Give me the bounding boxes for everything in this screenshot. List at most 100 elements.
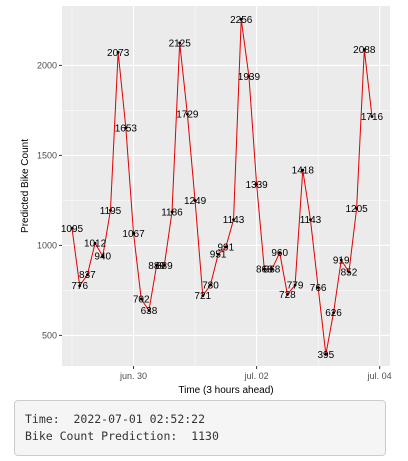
- data-point: [285, 292, 289, 296]
- data-label: 951: [210, 250, 227, 261]
- data-label: 1418: [292, 166, 315, 177]
- data-label: 780: [202, 281, 219, 292]
- data-point: [132, 231, 135, 235]
- data-point: [324, 352, 328, 356]
- y-tick-label: 2000: [37, 60, 57, 70]
- data-point: [209, 283, 212, 287]
- data-label: 1339: [245, 180, 268, 191]
- data-point: [124, 126, 128, 130]
- data-point: [147, 309, 151, 312]
- data-point: [85, 273, 89, 277]
- x-tick-label: jul. 04: [367, 371, 392, 381]
- minor-gridlines: [62, 6, 390, 366]
- data-label: 919: [333, 255, 350, 266]
- data-point: [232, 218, 235, 222]
- data-label: 837: [79, 270, 96, 281]
- data-label: 2073: [107, 48, 130, 59]
- data-label: 1195: [100, 206, 122, 217]
- data-point: [101, 254, 105, 258]
- data-point: [370, 115, 374, 118]
- data-point: [116, 50, 120, 54]
- data-label: 395: [318, 350, 335, 361]
- data-point: [332, 311, 335, 315]
- data-label: 1186: [161, 207, 183, 218]
- data-point: [78, 284, 82, 288]
- data-point: [109, 208, 112, 212]
- data-point: [355, 207, 359, 210]
- data-point: [301, 168, 305, 172]
- data-point: [247, 74, 251, 78]
- data-point: [293, 283, 297, 287]
- time-label: Time:: [25, 412, 60, 426]
- data-label: 1249: [184, 196, 207, 207]
- data-label: 1939: [238, 72, 261, 83]
- y-tick-label: 500: [42, 330, 57, 340]
- data-label: 960: [271, 248, 288, 259]
- data-label: 2256: [230, 15, 253, 26]
- data-point: [178, 41, 182, 45]
- data-label: 868: [264, 265, 281, 276]
- data-label: 779: [287, 281, 304, 292]
- data-label: 1143: [300, 215, 322, 226]
- data-points: [70, 17, 374, 356]
- data-point: [278, 251, 282, 255]
- chart: 500 1000 1500 2000 jun. 30 jul. 02 jul. 04 10…: [20, 6, 392, 396]
- data-point: [139, 297, 143, 301]
- data-label: 776: [71, 281, 88, 292]
- x-tick-labels: jun. 30 jul. 02 jul. 04: [119, 371, 392, 381]
- x-tick-label: jul. 02: [244, 371, 269, 381]
- data-label: 1729: [176, 110, 199, 121]
- data-point: [216, 252, 220, 256]
- data-point: [162, 263, 166, 267]
- data-label: 728: [279, 290, 296, 301]
- data-label: 889: [156, 261, 173, 272]
- data-point: [185, 112, 189, 116]
- data-label: 852: [341, 268, 358, 279]
- prediction-line: [71, 19, 373, 355]
- plot-panel: [62, 6, 390, 366]
- data-label: 1143: [223, 215, 245, 226]
- data-point: [224, 245, 228, 249]
- prediction-output-box: Time: 2022-07-01 02:52:22 Bike Count Pre…: [14, 400, 386, 456]
- data-label: 1067: [122, 229, 145, 240]
- data-point: [309, 218, 312, 222]
- axis-ticks: [59, 64, 381, 369]
- major-gridlines: [62, 6, 390, 366]
- data-label: 638: [141, 306, 158, 317]
- data-point: [239, 17, 243, 21]
- data-label: 1653: [115, 123, 138, 134]
- y-tick-labels: 500 1000 1500 2000: [37, 60, 57, 340]
- data-label: 889: [148, 261, 165, 272]
- data-point: [193, 199, 197, 202]
- prediction-label: Bike Count Prediction:: [25, 429, 178, 443]
- data-label: 626: [325, 308, 342, 319]
- data-point: [93, 241, 97, 245]
- data-point: [155, 263, 159, 267]
- data-point: [362, 48, 366, 51]
- data-label: 702: [133, 295, 150, 306]
- data-label: 1095: [61, 224, 84, 235]
- data-label: 991: [218, 243, 235, 254]
- data-point: [70, 226, 74, 230]
- chart-svg: 500 1000 1500 2000 jun. 30 jul. 02 jul. 04 10…: [20, 6, 392, 396]
- data-point: [255, 182, 259, 186]
- data-label: 2088: [353, 45, 376, 56]
- data-point: [347, 270, 351, 274]
- data-label: 1012: [84, 239, 107, 250]
- y-tick-label: 1000: [37, 240, 57, 250]
- data-label: 766: [310, 283, 327, 294]
- data-label: 721: [194, 291, 211, 302]
- y-tick-label: 1500: [37, 150, 57, 160]
- data-point: [270, 267, 274, 271]
- data-point: [339, 258, 343, 262]
- x-tick-label: jun. 30: [119, 371, 147, 381]
- time-value: 2022-07-01 02:52:22: [73, 412, 206, 426]
- data-label: 2125: [169, 38, 192, 49]
- x-axis-title: Time (3 hours ahead): [178, 385, 273, 396]
- data-point: [262, 267, 266, 271]
- data-label: 940: [94, 252, 111, 263]
- data-point: [170, 210, 174, 214]
- data-point: [316, 286, 320, 289]
- data-label: 1205: [345, 204, 368, 215]
